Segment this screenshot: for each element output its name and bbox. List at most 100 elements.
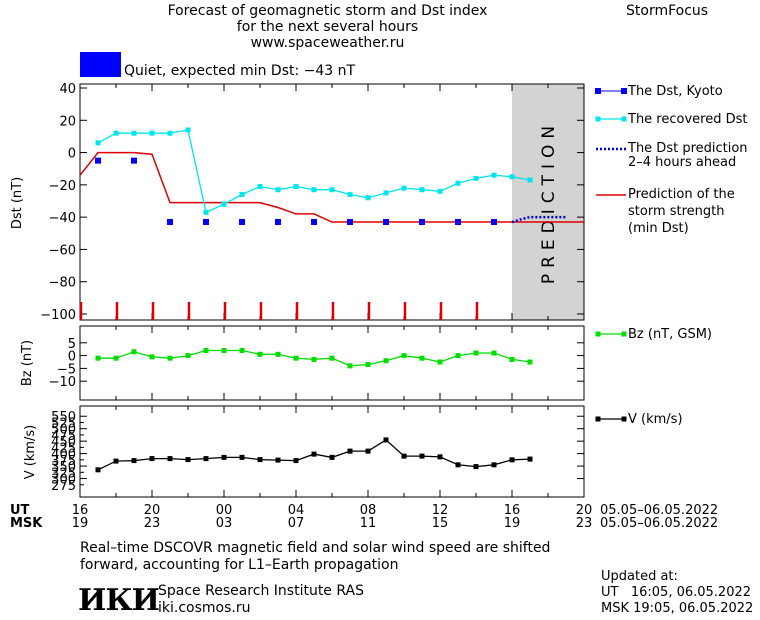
dst-ytick-label: −20	[49, 179, 76, 194]
bz-point	[419, 355, 425, 361]
v-ytick-label: 400	[51, 448, 76, 463]
dst-ytick-label: −60	[49, 243, 76, 258]
recovered-dst-point	[275, 187, 281, 193]
bz-point	[473, 350, 479, 356]
bz-point	[275, 351, 281, 357]
dst-ytick-label: −100	[40, 308, 76, 323]
ut-tick-label: 20	[575, 503, 593, 518]
bz-point	[329, 355, 335, 361]
v-ytick-label: 475	[51, 429, 76, 444]
recovered-dst-point	[347, 192, 353, 198]
ut-tick-label: 04	[287, 503, 305, 518]
storm-markers	[79, 302, 479, 320]
bz-point	[113, 355, 119, 361]
recovered-dst-point	[203, 209, 209, 215]
recovered-dst-point	[149, 130, 155, 136]
brand-name: StormFocus	[626, 3, 709, 19]
kyoto-dst-point	[347, 218, 353, 225]
msk-tick-label: 07	[287, 516, 305, 531]
bz-point	[311, 356, 317, 362]
recovered-dst-line	[97, 129, 531, 214]
x-ticks	[79, 84, 585, 497]
legend-dst-prediction-2: 2–4 hours ahead	[628, 155, 737, 170]
v-ytick-label: 425	[51, 441, 76, 456]
v-point	[347, 448, 353, 454]
recovered-dst-point	[383, 190, 389, 196]
footer-note-line1: Real–time DSCOVR magnetic field and sola…	[80, 540, 551, 556]
legend-recovered-marker	[595, 116, 601, 122]
legend-v-marker	[621, 416, 627, 422]
v-ytick-label: 375	[51, 454, 76, 469]
legend-storm-2: storm strength	[628, 204, 725, 219]
v-point	[491, 462, 497, 468]
recovered-dst-point	[131, 130, 137, 136]
bz-point	[203, 347, 209, 353]
recovered-dst-point	[437, 188, 443, 194]
ut-tick-label: 00	[215, 503, 233, 518]
recovered-dst-point	[455, 180, 461, 186]
msk-tick-label: 23	[143, 516, 161, 531]
legend-v-marker	[595, 416, 601, 422]
bz-ytick-label: 5	[68, 337, 76, 352]
ut-date-range: 05.05–06.05.2022	[600, 503, 719, 518]
legend-bz-marker	[621, 331, 627, 337]
bz-point	[185, 353, 191, 359]
ut-tick-label: 20	[143, 503, 161, 518]
bz-point	[221, 347, 227, 353]
bz-ytick-label: −5	[57, 362, 76, 377]
legend-bz-marker	[595, 331, 601, 337]
v-point	[509, 457, 515, 463]
bz-ytick-label: 0	[68, 350, 76, 365]
v-point	[401, 453, 407, 459]
y-ticks: 40200−20−40−60−80−10050−5−10550500450400…	[40, 82, 584, 494]
msk-tick-label: 23	[575, 516, 593, 531]
legend-v: V (km/s)	[628, 412, 683, 427]
recovered-dst-point	[527, 177, 533, 183]
recovered-dst-point	[311, 187, 317, 193]
chart-title-line1: Forecast of geomagnetic storm and Dst in…	[167, 3, 488, 19]
v-ytick-label: 275	[51, 479, 76, 494]
recovered-dst-point	[401, 185, 407, 191]
v-ytick-label: 350	[51, 460, 76, 475]
v-point	[329, 454, 335, 460]
status-indicator	[80, 52, 121, 77]
dst-ytick-label: −40	[49, 211, 76, 226]
panel-frames	[79, 83, 585, 498]
institute-website[interactable]: iki.cosmos.ru	[158, 600, 251, 616]
v-point	[131, 458, 137, 464]
bz-point	[149, 354, 155, 360]
kyoto-dst-point	[311, 218, 317, 225]
dst-ytick-label: 20	[59, 114, 76, 129]
bz-point	[491, 350, 497, 356]
v-point	[311, 451, 317, 457]
v-ytick-label: 450	[51, 435, 76, 450]
kyoto-dst-point	[167, 218, 173, 225]
kyoto-dst-point	[275, 218, 281, 225]
recovered-dst-point	[221, 201, 227, 207]
v-point	[149, 456, 155, 462]
v-point	[275, 457, 281, 463]
kyoto-dst-point	[383, 218, 389, 225]
msk-tick-label: 15	[431, 516, 449, 531]
kyoto-dst-point	[491, 218, 497, 225]
y-axis-labels: Dst (nT) Bz (nT) V (km/s)	[10, 177, 38, 479]
legend-bz: Bz (nT, GSM)	[628, 327, 713, 342]
v-point	[527, 456, 533, 462]
v-point	[365, 448, 371, 454]
msk-tick-label: 19	[71, 516, 89, 531]
updated-ut: UT 16:05, 06.05.2022	[601, 585, 752, 600]
legend-kyoto-marker	[621, 88, 627, 94]
prediction-label: PREDICTION	[539, 120, 559, 284]
recovered-dst-point	[257, 183, 263, 189]
v-ytick-label: 325	[51, 466, 76, 481]
v-point	[419, 453, 425, 459]
chart-title-line3: www.spaceweather.ru	[250, 35, 405, 51]
legend-marks	[595, 88, 627, 422]
msk-axis-label: MSK	[10, 516, 43, 531]
dst-prediction-line	[511, 215, 566, 224]
recovered-dst-point	[365, 195, 371, 201]
bz-point	[365, 362, 371, 368]
legend-kyoto-marker	[595, 88, 601, 94]
v-point	[473, 464, 479, 470]
